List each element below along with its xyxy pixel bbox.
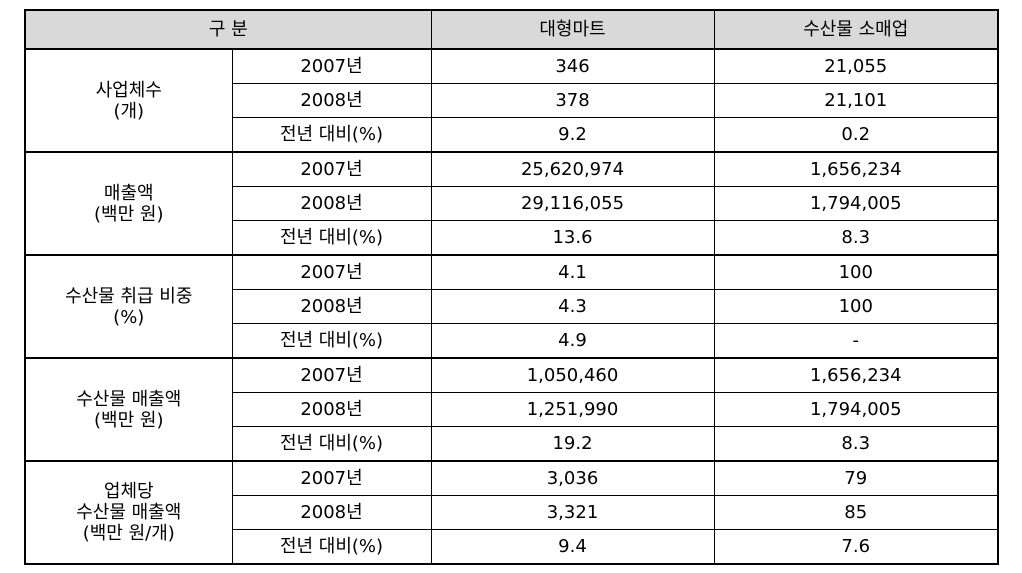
table-row: 2008년 4.3 100 [25, 289, 999, 324]
table-row: 수산물 매출액 (백만 원) 2007년 1,050,460 1,656,234 [24, 357, 999, 462]
seafood-retail-value: 100 [713, 289, 999, 324]
group-label-line: 업체당 [103, 481, 154, 502]
large-mart-value: 9.4 [430, 529, 715, 565]
group-label: 업체당 수산물 매출액 (백만 원/개) [24, 460, 233, 565]
large-mart-value: 13.6 [430, 220, 715, 256]
table-row: 전년 대비(%) 9.2 0.2 [25, 117, 999, 153]
table-row: 수산물 취급 비중 (%) 2007년 4.1 100 [24, 254, 999, 359]
seafood-retail-value: 1,794,005 [713, 186, 999, 221]
large-mart-value: 1,251,990 [430, 392, 715, 427]
table-row: 2008년 3,321 85 [25, 495, 999, 530]
period-cell: 2008년 [231, 495, 432, 530]
table-header: 구 분 대형마트 수산물 소매업 [24, 9, 999, 50]
table-row: 전년 대비(%) 4.9- [25, 323, 999, 359]
period-cell: 2008년 [231, 392, 432, 427]
group-label-line: (백만 원) [94, 203, 164, 225]
seafood-retail-value: 0.2 [713, 117, 999, 153]
seafood-retail-value: 8.3 [713, 426, 999, 462]
group-label-line: 사업체수 [95, 79, 162, 101]
group-label: 수산물 매출액 (백만 원) [24, 357, 233, 462]
table-row: 전년 대비(%) 9.4 7.6 [25, 529, 999, 565]
seafood-retail-value: 100 [713, 254, 999, 290]
group-label: 사업체수 (개) [24, 48, 233, 153]
group-label-line: 수산물 매출액 [76, 502, 182, 523]
period-cell: 2008년 [231, 186, 432, 221]
group-label-line: (백만 원/개) [82, 523, 175, 544]
period-cell: 전년 대비(%) [231, 117, 432, 153]
large-mart-value: 1,050,460 [430, 357, 715, 393]
statistics-table: 구 분 대형마트 수산물 소매업 사업체수 (개) 2007년 346 21,055 20… [24, 9, 999, 565]
seafood-retail-value: 1,794,005 [713, 392, 999, 427]
period-cell: 2008년 [231, 83, 432, 118]
seafood-retail-value: 79 [713, 460, 999, 496]
seafood-retail-value: 1,656,234 [713, 151, 999, 187]
group-label-line: (%) [113, 306, 145, 328]
header-seafood-retail: 수산물 소매업 [713, 9, 999, 50]
header-category: 구 분 [24, 9, 432, 50]
table-row: 매출액 (백만 원) 2007년 25,620,974 1,656,234 [24, 151, 999, 256]
seafood-retail-value: 1,656,234 [713, 357, 999, 393]
table-row: 2008년 378 21,101 [25, 83, 999, 118]
group-label-line: 매출액 [103, 182, 154, 204]
table-row: 업체당 수산물 매출액 (백만 원/개) 2007년 3,036 79 [24, 460, 999, 565]
group-label: 수산물 취급 비중 (%) [24, 254, 233, 359]
period-cell: 2007년 [231, 460, 432, 496]
period-cell: 2007년 [231, 357, 432, 393]
large-mart-value: 25,620,974 [430, 151, 715, 187]
large-mart-value: 4.9 [430, 323, 715, 359]
period-cell: 2008년 [231, 289, 432, 324]
group-label-line: 수산물 취급 비중 [65, 285, 193, 307]
large-mart-value: 19.2 [430, 426, 715, 462]
seafood-retail-value: 21,055 [713, 48, 999, 84]
period-cell: 전년 대비(%) [231, 323, 432, 359]
large-mart-value: 346 [430, 48, 715, 84]
large-mart-value: 4.1 [430, 254, 715, 290]
period-cell: 전년 대비(%) [231, 529, 432, 565]
period-cell: 전년 대비(%) [231, 220, 432, 256]
large-mart-value: 378 [430, 83, 715, 118]
table-row: 2008년 29,116,055 1,794,005 [25, 186, 999, 221]
large-mart-value: 3,036 [430, 460, 715, 496]
large-mart-value: 3,321 [430, 495, 715, 530]
period-cell: 2007년 [231, 48, 432, 84]
header-large-mart: 대형마트 [430, 9, 715, 50]
seafood-retail-value: 21,101 [713, 83, 999, 118]
table-body: 사업체수 (개) 2007년 346 21,055 2008년 378 21,101 전년 대비… [24, 48, 999, 565]
seafood-retail-value: 85 [713, 495, 999, 530]
seafood-retail-value: 8.3 [713, 220, 999, 256]
large-mart-value: 29,116,055 [430, 186, 715, 221]
seafood-retail-value: 7.6 [713, 529, 999, 565]
period-cell: 2007년 [231, 254, 432, 290]
period-cell: 전년 대비(%) [231, 426, 432, 462]
table-row: 사업체수 (개) 2007년 346 21,055 [24, 48, 999, 153]
seafood-retail-value: - [713, 323, 999, 359]
large-mart-value: 9.2 [430, 117, 715, 153]
header-row: 구 분 대형마트 수산물 소매업 [24, 9, 999, 50]
group-label: 매출액 (백만 원) [24, 151, 233, 256]
group-label-line: (개) [113, 100, 145, 122]
group-label-line: (백만 원) [94, 409, 164, 431]
group-label-line: 수산물 매출액 [76, 388, 182, 410]
large-mart-value: 4.3 [430, 289, 715, 324]
period-cell: 2007년 [231, 151, 432, 187]
table-row: 전년 대비(%) 13.6 8.3 [25, 220, 999, 256]
table-row: 2008년 1,251,990 1,794,005 [25, 392, 999, 427]
